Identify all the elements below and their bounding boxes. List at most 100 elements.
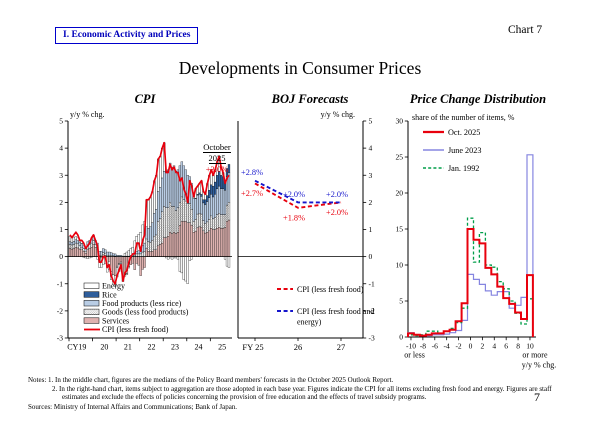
y-tick-label: 0 [399, 333, 403, 342]
bar-segment [117, 256, 121, 264]
distribution-step-line [407, 217, 534, 337]
bar-segment [210, 184, 213, 195]
bar-segment [68, 248, 72, 257]
bar-segment [163, 206, 166, 238]
legend-label: Goods (less food products) [102, 308, 189, 317]
bar-segment [153, 249, 156, 257]
bar-segment [174, 210, 178, 234]
bar-segment [74, 242, 78, 248]
bar-segment [113, 253, 117, 257]
bar-segment [223, 227, 227, 257]
bar-segment [198, 194, 201, 214]
x-tick-label: 22 [147, 343, 155, 352]
distribution-step-line [407, 228, 534, 337]
bar-segment [78, 245, 81, 250]
bar-segment [155, 175, 158, 210]
october-2025-annotation: October 2025 +3.0% [194, 142, 240, 175]
y-tick-label: -3 [369, 334, 375, 343]
bar-segment [204, 194, 207, 200]
y-tick-label: -1 [369, 279, 375, 288]
x-tick-label: 26 [294, 342, 303, 352]
forecast-line [254, 182, 342, 209]
bar-segment [178, 225, 182, 257]
bar-segment [208, 197, 211, 220]
forecast-value-label: +1.8% [283, 213, 305, 222]
bar-segment [80, 246, 83, 250]
bar-segment [192, 221, 195, 233]
bar-segment [194, 198, 197, 220]
bar-segment [155, 234, 158, 250]
bar-segment [184, 256, 187, 282]
bar-segment [68, 241, 72, 245]
bar-segment [170, 166, 174, 207]
price-change-distribution-panel-title: Price Change Distribution [409, 92, 547, 106]
bar-segment [167, 169, 170, 208]
bar-segment [125, 251, 129, 257]
bar-segment [137, 256, 140, 266]
bar-segment [220, 175, 223, 189]
bar-segment [206, 195, 209, 202]
bar-segment [90, 242, 93, 248]
bar-segment [206, 221, 209, 233]
y-tick-label: -1 [57, 279, 63, 288]
bar-segment [208, 219, 211, 232]
y-tick-label: -2 [369, 306, 375, 315]
x-note-right: or more [522, 351, 548, 360]
bar-segment [180, 196, 184, 222]
bar-segment [210, 215, 213, 229]
bar-segment [212, 229, 215, 257]
bar-segment [108, 251, 111, 256]
page-number: 7 [534, 390, 540, 404]
bar-segment [192, 198, 195, 222]
legend-label: June 2023 [448, 146, 481, 155]
bar-segment [84, 251, 87, 254]
cpi-y-axis-unit: y/y % chg. [70, 110, 105, 119]
bar-segment [218, 227, 221, 257]
bar-segment [80, 249, 83, 257]
cpi-line [69, 141, 230, 285]
bar-segment [227, 256, 231, 268]
bar-segment [137, 250, 140, 255]
x-tick-label: 6 [504, 342, 508, 351]
forecast-y-axis-unit: y/y % chg. [320, 110, 355, 119]
bar-segment [151, 191, 154, 223]
bar-segment [137, 253, 140, 257]
bar-segment [204, 232, 207, 257]
bar-segment [74, 246, 78, 257]
bar-segment [139, 256, 142, 276]
bar-segment [212, 185, 215, 198]
forecast-value-label: +2.7% [241, 189, 263, 198]
bar-segment [186, 256, 189, 284]
legend-label: Food products (less rice) [102, 299, 182, 308]
bar-segment [80, 243, 83, 245]
y-tick-label: -2 [57, 306, 63, 315]
bar-segment [225, 256, 229, 267]
bar-segment [133, 256, 136, 270]
bar-segment [112, 256, 115, 275]
bar-segment [188, 222, 191, 257]
y-tick-label: 5 [369, 117, 373, 126]
sources-line: Sources: Ministry of Internal Affairs an… [28, 402, 238, 411]
legend-label: Energy [102, 282, 125, 291]
bar-segment [76, 247, 79, 257]
annotation-month: October [203, 142, 231, 153]
bar-segment [149, 251, 152, 257]
bar-segment [172, 206, 176, 233]
bar-segment [78, 242, 81, 246]
bar-segment [212, 196, 215, 219]
bar-segment [115, 256, 119, 267]
bar-segment [221, 188, 225, 215]
bar-segment [202, 230, 205, 257]
bar-segment [102, 252, 105, 255]
x-tick-label: -10 [406, 342, 416, 351]
bar-segment [123, 253, 127, 257]
x-tick-label: CY19 [67, 343, 86, 352]
bar-segment [110, 252, 113, 256]
bar-segment [151, 240, 154, 252]
bar-segment [143, 256, 146, 268]
y-tick-label: 2 [59, 198, 63, 207]
bar-segment [112, 253, 115, 256]
bar-segment [74, 236, 78, 240]
y-tick-label: 0 [369, 252, 373, 261]
